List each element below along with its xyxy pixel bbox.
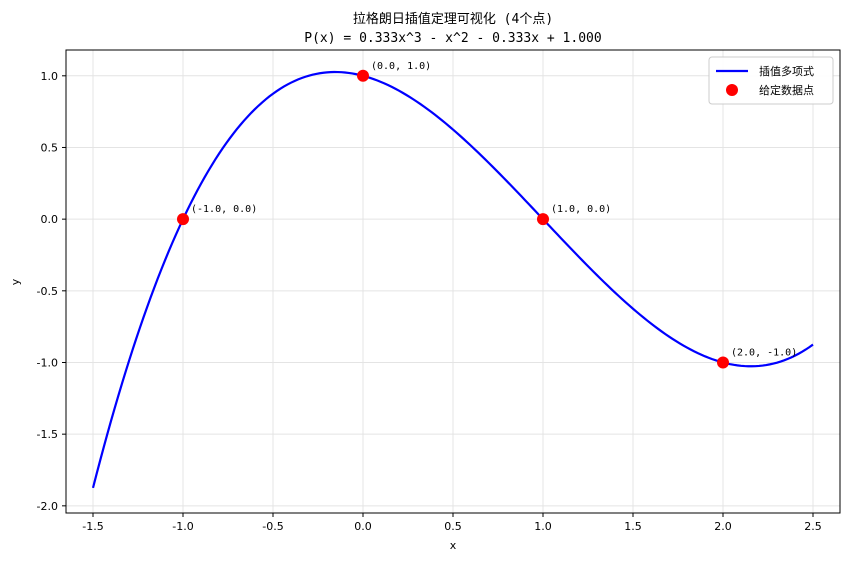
x-tick-label: 2.5 bbox=[804, 520, 822, 533]
y-tick-label: 0.5 bbox=[41, 141, 59, 154]
data-point bbox=[537, 213, 549, 226]
chart-title: 拉格朗日插值定理可视化 (4个点) bbox=[353, 11, 553, 27]
legend-box bbox=[708, 56, 834, 105]
y-tick-label: -1.0 bbox=[37, 356, 58, 369]
chart-subtitle: P(x) = 0.333x^3 - x^2 - 0.333x + 1.000 bbox=[304, 31, 601, 46]
x-tick-label: 1.5 bbox=[624, 520, 642, 533]
y-tick-label: 1.0 bbox=[41, 70, 59, 83]
y-tick-label: 0.0 bbox=[41, 213, 59, 226]
y-tick-label: -0.5 bbox=[37, 285, 58, 298]
legend-point-swatch bbox=[726, 84, 738, 96]
data-point-label: (1.0, 0.0) bbox=[551, 204, 611, 215]
data-point bbox=[717, 356, 729, 369]
legend-label-interpolation: 插值多项式 bbox=[759, 64, 814, 78]
x-tick-label: 1.0 bbox=[534, 520, 552, 533]
x-axis-label: x bbox=[450, 539, 457, 552]
x-tick-label: 0.5 bbox=[444, 520, 462, 533]
data-point-label: (-1.0, 0.0) bbox=[191, 204, 257, 215]
data-point-label: (0.0, 1.0) bbox=[371, 61, 431, 72]
point-label-layer: (-1.0, 0.0) (0.0, 1.0) (1.0, 0.0) (2.0, -1.… bbox=[191, 61, 797, 359]
tick-layer: -1.5 -1.0 -0.5 0.0 0.5 1.0 1.5 2.0 2.5 -2.0 -1.5 -1… bbox=[37, 70, 822, 533]
x-tick-label: -1.0 bbox=[172, 520, 193, 533]
y-tick-label: -1.5 bbox=[37, 428, 58, 441]
x-tick-label: -0.5 bbox=[262, 520, 283, 533]
x-tick-label: -1.5 bbox=[82, 520, 103, 533]
data-point-label: (2.0, -1.0) bbox=[731, 347, 797, 358]
y-tick-label: -2.0 bbox=[37, 500, 58, 513]
interpolation-curve bbox=[91, 70, 814, 489]
legend-label-data-points: 给定数据点 bbox=[759, 83, 814, 97]
x-tick-label: 2.0 bbox=[714, 520, 732, 533]
data-point bbox=[177, 213, 189, 226]
legend: 插值多项式 给定数据点 bbox=[708, 56, 834, 105]
grid-layer bbox=[66, 50, 840, 513]
y-axis-label: y bbox=[9, 278, 22, 285]
data-point bbox=[357, 69, 369, 82]
series-layer bbox=[91, 69, 814, 489]
x-tick-label: 0.0 bbox=[354, 520, 372, 533]
